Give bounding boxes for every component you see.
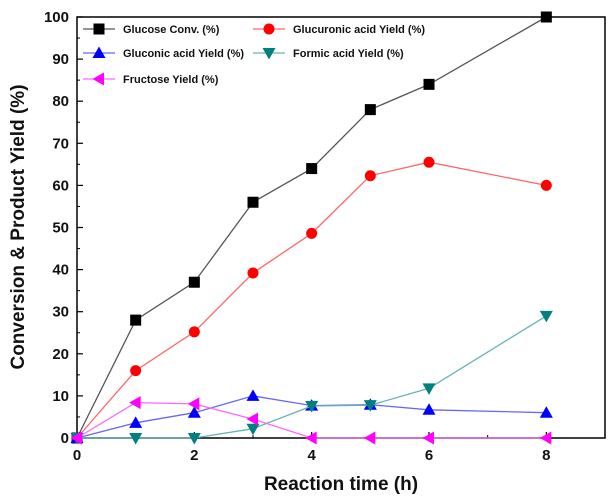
legend-label: Gluconic acid Yield (%) [123, 48, 244, 60]
series-5 [70, 396, 552, 445]
data-point [246, 412, 258, 426]
legend-item: Glucuronic acid Yield (%) [253, 23, 425, 36]
legend-item: Glucose Conv. (%) [83, 23, 220, 36]
data-point [247, 267, 259, 279]
data-point [129, 396, 141, 410]
x-tick-label: 4 [307, 447, 316, 464]
series-group [70, 11, 553, 445]
y-tick-label: 80 [52, 93, 69, 110]
legend-item: Formic acid Yield (%) [253, 48, 404, 60]
legend-item: Gluconic acid Yield (%) [83, 46, 244, 60]
data-point [305, 401, 319, 413]
data-point [130, 314, 142, 326]
data-point [422, 383, 436, 395]
y-tick-label: 10 [52, 388, 69, 405]
data-point [364, 104, 376, 116]
data-point [423, 78, 435, 90]
series-3 [70, 389, 553, 443]
y-tick-label: 40 [52, 262, 69, 279]
x-tick-label: 8 [542, 447, 550, 464]
legend-item: Fructose Yield (%) [83, 72, 219, 86]
x-tick-label: 2 [190, 447, 198, 464]
data-point [187, 397, 200, 411]
data-point [188, 326, 200, 338]
data-point [246, 423, 260, 436]
series-line [76, 401, 547, 439]
data-point [539, 310, 553, 323]
data-point [188, 276, 200, 288]
data-point [422, 431, 434, 445]
y-axis-title: Conversion & Product Yield (%) [8, 84, 29, 369]
legend-label: Glucose Conv. (%) [123, 24, 220, 36]
data-point [540, 11, 552, 23]
series-line [77, 315, 547, 439]
x-tick-label: 0 [73, 447, 81, 464]
data-point [305, 431, 317, 445]
series-line [76, 16, 547, 439]
x-axis-title: Reaction time (h) [264, 474, 418, 495]
legend: Glucose Conv. (%) Glucuronic acid Yield (… [83, 23, 425, 86]
y-tick-label: 100 [44, 9, 69, 26]
data-point [70, 431, 82, 445]
legend-label: Glucuronic acid Yield (%) [293, 24, 425, 36]
series-4 [70, 310, 553, 445]
legend-marker [263, 23, 275, 35]
legend-label: Fructose Yield (%) [123, 74, 219, 86]
legend-marker [93, 23, 105, 35]
data-point [540, 179, 552, 191]
series-line [76, 161, 547, 439]
data-point [306, 163, 318, 175]
y-tick-label: 20 [52, 346, 69, 363]
data-point [129, 433, 143, 445]
y-tick-label: 70 [52, 135, 69, 152]
legend-marker [92, 46, 106, 58]
data-point [423, 156, 435, 168]
y-tick-label: 50 [52, 220, 69, 237]
legend-marker [262, 48, 276, 60]
data-point [130, 365, 142, 377]
data-point [422, 403, 436, 415]
legend-label: Formic acid Yield (%) [293, 48, 404, 60]
data-point [363, 431, 376, 445]
y-tick-label: 0 [61, 430, 69, 447]
data-point [539, 431, 552, 445]
legend-marker [92, 72, 104, 86]
data-point [246, 389, 260, 401]
data-point [363, 400, 377, 412]
data-point [306, 227, 318, 239]
x-tick-label: 6 [425, 447, 433, 464]
y-tick-label: 30 [52, 304, 69, 321]
data-point [187, 406, 201, 418]
y-tick-label: 60 [52, 177, 69, 194]
data-point [247, 196, 259, 208]
y-tick-label: 90 [52, 51, 69, 68]
data-point [539, 406, 553, 418]
data-point [364, 170, 376, 182]
data-point [129, 416, 143, 428]
data-point [187, 433, 201, 445]
series-line [76, 395, 547, 439]
